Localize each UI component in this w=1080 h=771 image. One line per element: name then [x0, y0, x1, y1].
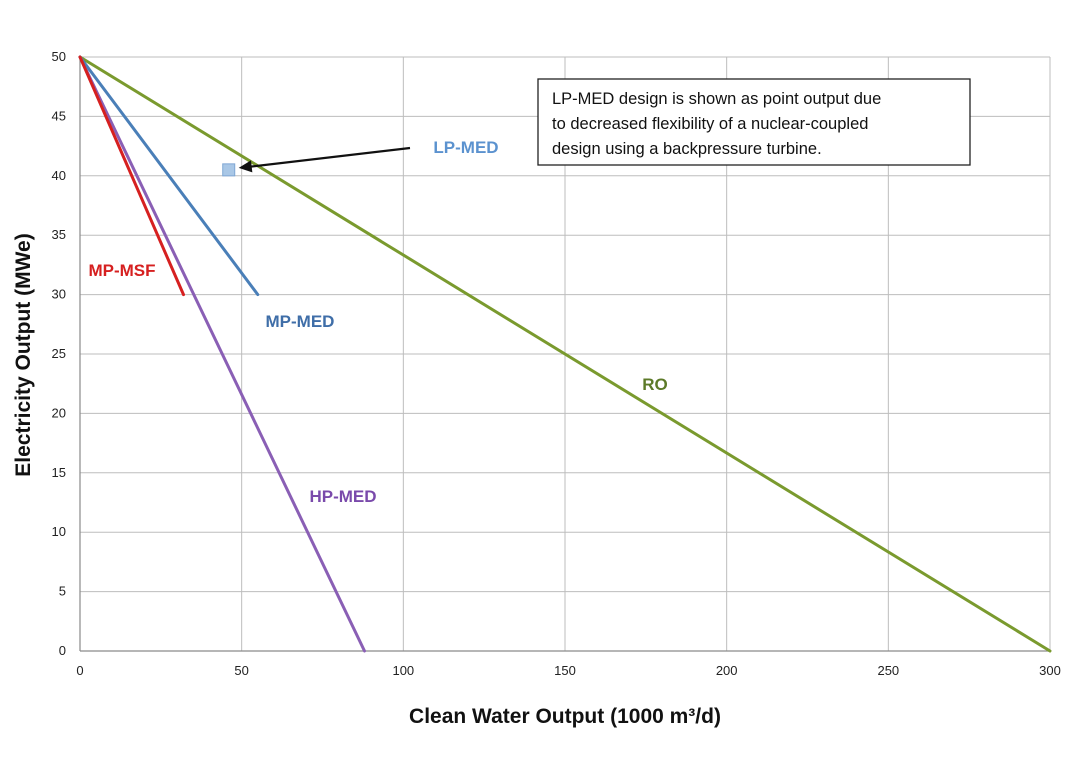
series-point-lp-med: [222, 163, 236, 177]
x-tick-label: 50: [234, 663, 248, 678]
series-line-mp-msf: [78, 55, 185, 297]
annotation-arrowhead: [238, 160, 253, 173]
y-tick-label: 40: [52, 168, 66, 183]
y-tick-label: 10: [52, 524, 66, 539]
y-tick-label: 30: [52, 287, 66, 302]
x-axis-title: Clean Water Output (1000 m³/d): [409, 705, 721, 728]
series-layer: [78, 55, 1052, 653]
x-tick-label: 200: [716, 663, 738, 678]
annotation-line-3: design using a backpressure turbine.: [552, 140, 822, 158]
series-line-mp-med: [78, 55, 260, 297]
x-tick-label: 0: [76, 663, 83, 678]
y-tick-label: 50: [52, 49, 66, 64]
series-label-mp-med: MP-MED: [266, 312, 335, 331]
x-tick-label: 300: [1039, 663, 1061, 678]
labels: RO HP-MED MP-MED MP-MSF LP-MED: [88, 138, 667, 506]
series-label-hp-med: HP-MED: [309, 487, 376, 506]
annotation-arrow: [246, 146, 411, 169]
series-line-hp-med: [78, 55, 366, 653]
y-tick-label: 15: [52, 465, 66, 480]
series-line-ro: [78, 55, 1052, 653]
series-label-ro: RO: [642, 375, 668, 394]
y-tick-label: 35: [52, 227, 66, 242]
x-tick-label: 250: [877, 663, 899, 678]
y-tick-label: 25: [52, 346, 66, 361]
y-tick-label: 45: [52, 108, 66, 123]
series-label-mp-msf: MP-MSF: [88, 261, 155, 280]
axes: 0 50 100 150 200 250 300 0 5 10 15 20 25 30 35 40 45 50: [52, 49, 1061, 678]
x-tick-label: 150: [554, 663, 576, 678]
annotation-line-2: to decreased flexibility of a nuclear-co…: [552, 115, 868, 133]
y-tick-label: 0: [59, 643, 66, 658]
annotation-note: LP-MED design is shown as point output d…: [537, 78, 971, 166]
y-tick-label: 5: [59, 584, 66, 599]
annotation-box: [537, 78, 971, 166]
y-axis-title: Electricity Output (MWe): [12, 233, 35, 476]
x-tick-label: 100: [392, 663, 414, 678]
series-label-lp-med: LP-MED: [433, 138, 498, 157]
annotation-line-1: LP-MED design is shown as point output d…: [552, 90, 881, 108]
y-tick-label: 20: [52, 405, 66, 420]
